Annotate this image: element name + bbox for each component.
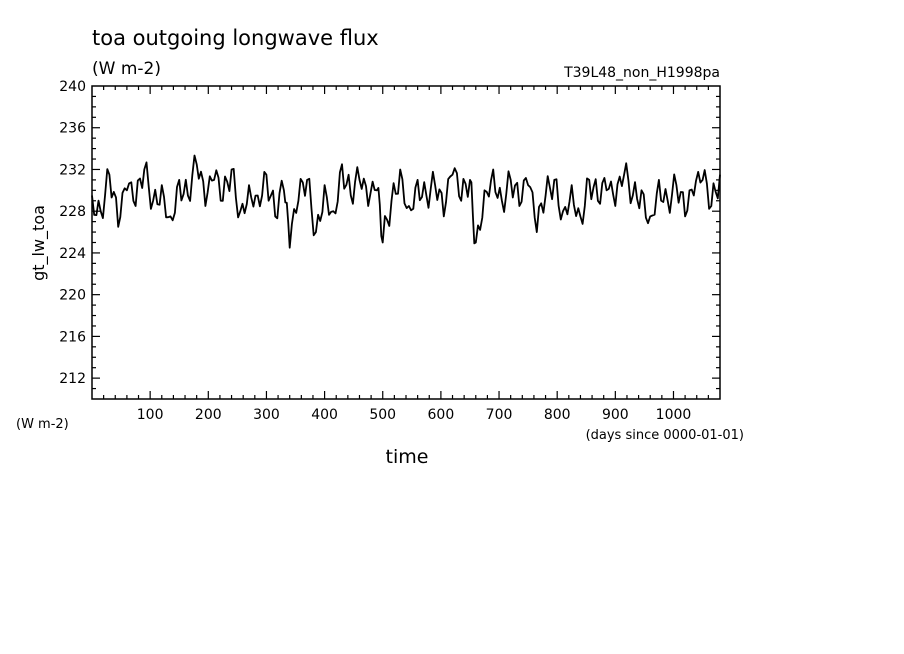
x-tick-label: 1000 xyxy=(656,407,692,423)
y-tick-label: 216 xyxy=(59,329,86,345)
tick-labels: 100 200 300 400 500 600 700 800 900 1000 212 216 220… xyxy=(59,79,691,423)
title-units: (W m-2) xyxy=(92,59,161,79)
experiment-label: T39L48_non_H1998pa xyxy=(563,65,720,81)
y-tick-label: 212 xyxy=(59,371,86,387)
y-tick-label: 232 xyxy=(59,162,86,178)
y-tick-label: 220 xyxy=(59,288,86,304)
x-tick-label: 700 xyxy=(486,407,513,423)
y-tick-label: 224 xyxy=(59,246,86,262)
x-tick-label: 300 xyxy=(253,407,280,423)
x-axis-label: time xyxy=(386,446,429,468)
x-tick-label: 500 xyxy=(369,407,396,423)
series-line xyxy=(91,154,721,249)
y-tick-label: 228 xyxy=(59,204,86,220)
x-tick-label: 100 xyxy=(137,407,164,423)
x-tick-label: 800 xyxy=(544,407,571,423)
y-tick-label: 240 xyxy=(59,79,86,95)
x-axis-units: (days since 0000-01-01) xyxy=(586,428,744,443)
x-tick-label: 600 xyxy=(428,407,455,423)
axis-ticks xyxy=(92,86,720,399)
x-tick-label: 400 xyxy=(311,407,338,423)
y-axis-units: (W m-2) xyxy=(16,417,69,432)
y-axis-label: gt_lw_toa xyxy=(29,205,49,281)
y-tick-label: 236 xyxy=(59,121,86,137)
plot-frame xyxy=(91,85,721,400)
chart-title: toa outgoing longwave flux xyxy=(92,26,379,50)
x-tick-label: 900 xyxy=(602,407,629,423)
x-tick-label: 200 xyxy=(195,407,222,423)
